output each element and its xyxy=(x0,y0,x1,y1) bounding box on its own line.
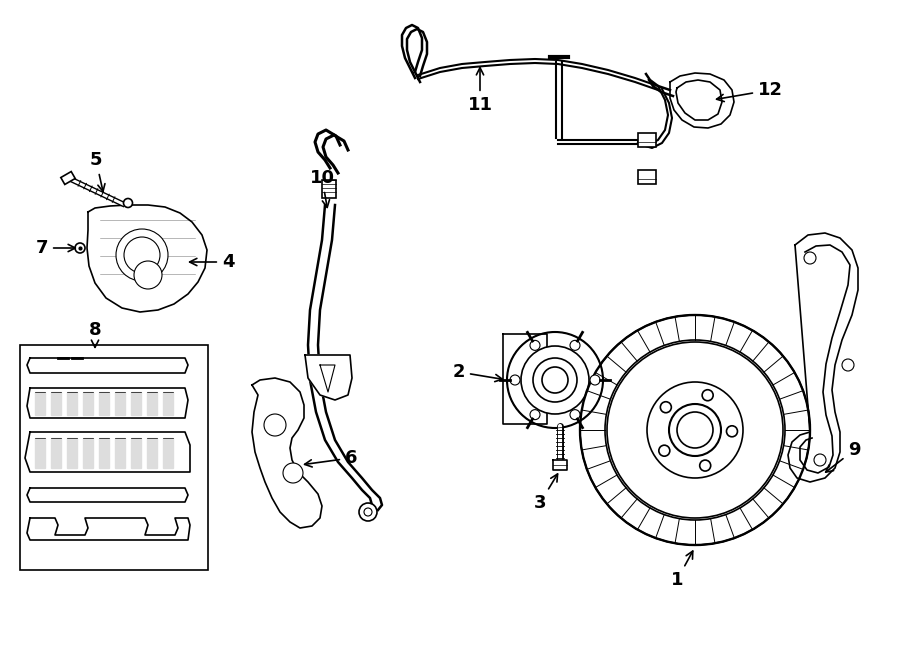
Text: 2: 2 xyxy=(453,363,502,381)
Circle shape xyxy=(677,412,713,448)
Bar xyxy=(20,345,208,570)
Polygon shape xyxy=(147,438,157,468)
Polygon shape xyxy=(131,392,141,415)
Circle shape xyxy=(804,252,816,264)
Polygon shape xyxy=(67,392,77,415)
Polygon shape xyxy=(83,392,93,415)
Text: 1: 1 xyxy=(670,551,693,589)
Text: 11: 11 xyxy=(467,67,492,114)
Polygon shape xyxy=(402,25,427,82)
Circle shape xyxy=(123,198,132,208)
Circle shape xyxy=(533,358,577,402)
Wedge shape xyxy=(580,315,810,545)
Circle shape xyxy=(264,414,286,436)
Polygon shape xyxy=(27,358,188,373)
Polygon shape xyxy=(788,233,858,482)
Circle shape xyxy=(75,243,85,253)
Text: 8: 8 xyxy=(89,321,102,348)
Circle shape xyxy=(842,359,854,371)
Circle shape xyxy=(542,367,568,393)
Polygon shape xyxy=(147,392,157,415)
Circle shape xyxy=(726,426,737,437)
Polygon shape xyxy=(51,438,61,468)
Text: 12: 12 xyxy=(716,81,783,102)
Bar xyxy=(322,180,336,198)
Circle shape xyxy=(134,261,162,289)
Polygon shape xyxy=(27,388,188,418)
Circle shape xyxy=(124,237,160,273)
Polygon shape xyxy=(115,392,125,415)
Circle shape xyxy=(661,402,671,412)
Circle shape xyxy=(702,390,713,401)
Circle shape xyxy=(507,332,603,428)
Circle shape xyxy=(283,463,303,483)
Polygon shape xyxy=(27,518,190,540)
Polygon shape xyxy=(25,432,190,472)
Polygon shape xyxy=(308,205,382,510)
Circle shape xyxy=(510,375,520,385)
Bar xyxy=(638,170,656,184)
Polygon shape xyxy=(418,59,658,90)
Polygon shape xyxy=(99,438,109,468)
Circle shape xyxy=(647,382,743,478)
Polygon shape xyxy=(553,460,567,470)
Polygon shape xyxy=(51,392,61,415)
Circle shape xyxy=(521,346,589,414)
Polygon shape xyxy=(35,392,45,415)
Polygon shape xyxy=(99,392,109,415)
Circle shape xyxy=(590,375,600,385)
Polygon shape xyxy=(670,73,734,128)
Text: 5: 5 xyxy=(90,151,105,192)
Circle shape xyxy=(659,446,670,456)
Text: 9: 9 xyxy=(825,441,860,472)
Polygon shape xyxy=(503,334,547,424)
Polygon shape xyxy=(67,438,77,468)
Polygon shape xyxy=(87,205,207,312)
Circle shape xyxy=(359,503,377,521)
Polygon shape xyxy=(131,438,141,468)
Text: 7: 7 xyxy=(35,239,76,257)
Circle shape xyxy=(570,340,580,350)
Polygon shape xyxy=(115,438,125,468)
Circle shape xyxy=(814,454,826,466)
Circle shape xyxy=(607,342,783,518)
Polygon shape xyxy=(163,438,173,468)
Polygon shape xyxy=(252,378,322,528)
Text: 3: 3 xyxy=(534,474,558,512)
Circle shape xyxy=(570,410,580,420)
Polygon shape xyxy=(676,80,722,120)
Circle shape xyxy=(699,460,711,471)
Circle shape xyxy=(530,410,540,420)
Polygon shape xyxy=(83,438,93,468)
Text: 6: 6 xyxy=(304,449,357,467)
Circle shape xyxy=(116,229,168,281)
Polygon shape xyxy=(305,355,352,400)
Bar xyxy=(61,172,76,184)
Polygon shape xyxy=(163,392,173,415)
Text: 10: 10 xyxy=(310,169,335,208)
Circle shape xyxy=(530,340,540,350)
Polygon shape xyxy=(27,488,188,502)
Text: 4: 4 xyxy=(190,253,235,271)
Polygon shape xyxy=(35,438,45,468)
Bar xyxy=(638,133,656,147)
Circle shape xyxy=(669,404,721,456)
